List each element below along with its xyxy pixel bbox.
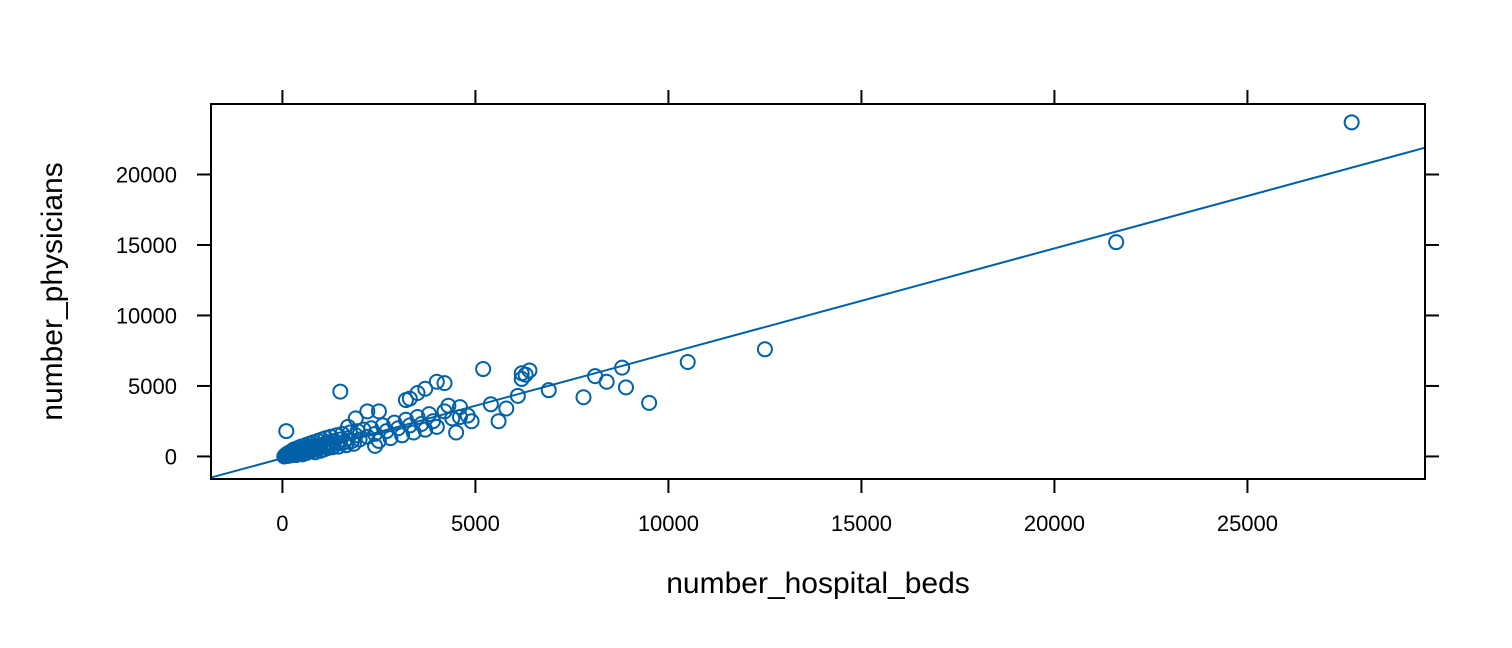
- data-point: [332, 383, 349, 400]
- data-point: [475, 361, 492, 378]
- y-axis-label: number_physicians: [36, 162, 69, 420]
- data-point: [382, 430, 399, 447]
- data-point: [521, 362, 538, 379]
- data-point: [641, 394, 658, 411]
- x-tick-label: 0: [276, 511, 288, 536]
- y-tick-label: 0: [165, 444, 177, 469]
- data-point: [409, 385, 426, 402]
- x-axis-label: number_hospital_beds: [666, 567, 970, 600]
- y-tick-label: 15000: [116, 233, 177, 258]
- data-point: [359, 403, 376, 420]
- data-point: [517, 366, 534, 383]
- data-point: [351, 431, 368, 448]
- x-tick-label: 25000: [1217, 511, 1278, 536]
- data-point: [367, 437, 384, 454]
- data-point: [428, 418, 445, 435]
- x-tick-label: 10000: [638, 511, 699, 536]
- data-point: [463, 413, 480, 430]
- plot-frame: [210, 103, 1426, 480]
- y-tick-label: 10000: [116, 303, 177, 328]
- data-point: [756, 341, 773, 358]
- data-point: [614, 359, 631, 376]
- data-point: [1108, 234, 1125, 251]
- axis-ticks: 0 5000 10000 15000 20000 25000 0 5000 10000 15000…: [116, 90, 1439, 536]
- data-point: [498, 400, 515, 417]
- data-point: [417, 380, 434, 397]
- data-point: [440, 397, 457, 414]
- data-point: [482, 396, 499, 413]
- data-point: [679, 353, 696, 370]
- x-tick-label: 15000: [831, 511, 892, 536]
- data-point: [347, 410, 364, 427]
- data-point: [370, 403, 387, 420]
- data-point: [598, 373, 615, 390]
- x-tick-label: 5000: [451, 511, 500, 536]
- data-point: [617, 379, 634, 396]
- data-point: [436, 375, 453, 392]
- data-point: [428, 373, 445, 390]
- data-point: [540, 382, 557, 399]
- data-point: [394, 427, 411, 444]
- data-point: [490, 413, 507, 430]
- data-points: [276, 114, 1360, 465]
- x-tick-label: 20000: [1024, 511, 1085, 536]
- data-point: [575, 389, 592, 406]
- data-point: [370, 432, 387, 449]
- data-point: [1343, 114, 1360, 131]
- y-tick-label: 5000: [128, 374, 177, 399]
- y-tick-label: 20000: [116, 162, 177, 187]
- data-point: [448, 424, 465, 441]
- data-point: [278, 423, 295, 440]
- data-point: [509, 387, 526, 404]
